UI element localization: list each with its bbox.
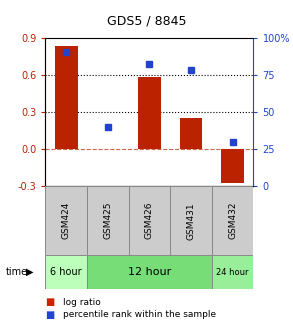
Bar — [212, 186, 253, 255]
Bar — [221, 149, 244, 183]
Text: GDS5 / 8845: GDS5 / 8845 — [107, 15, 186, 28]
Text: GSM431: GSM431 — [187, 202, 195, 240]
Bar — [55, 46, 78, 149]
Text: percentile rank within the sample: percentile rank within the sample — [63, 310, 216, 319]
Text: time: time — [6, 267, 28, 277]
Text: ■: ■ — [45, 298, 55, 307]
Bar — [129, 186, 170, 255]
Bar — [87, 186, 129, 255]
Bar — [45, 255, 87, 289]
Bar — [138, 77, 161, 149]
Text: 24 hour: 24 hour — [217, 268, 249, 277]
Text: log ratio: log ratio — [63, 298, 101, 307]
Text: GSM425: GSM425 — [103, 202, 112, 239]
Bar — [87, 255, 212, 289]
Text: GSM426: GSM426 — [145, 202, 154, 239]
Text: GSM424: GSM424 — [62, 202, 71, 239]
Text: ▶: ▶ — [26, 267, 34, 277]
Bar — [170, 186, 212, 255]
Bar — [180, 118, 202, 149]
Text: GSM432: GSM432 — [228, 202, 237, 239]
Text: 6 hour: 6 hour — [50, 267, 82, 277]
Bar — [45, 186, 87, 255]
Bar — [212, 255, 253, 289]
Text: 12 hour: 12 hour — [128, 267, 171, 277]
Text: ■: ■ — [45, 310, 55, 319]
